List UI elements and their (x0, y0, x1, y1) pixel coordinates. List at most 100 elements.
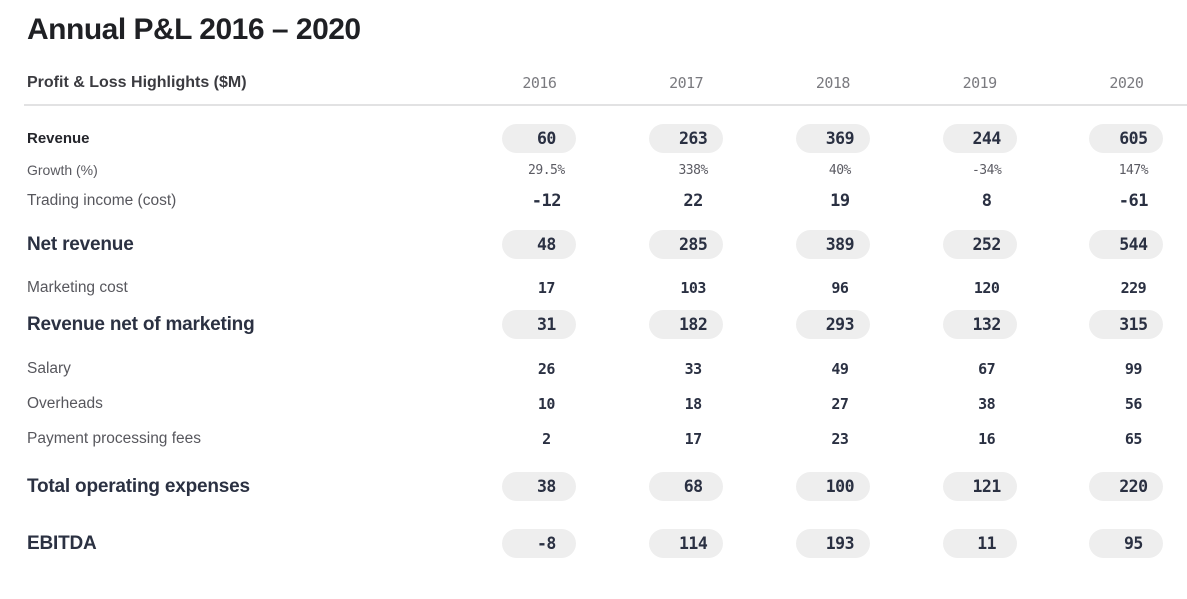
value: 99 (1124, 360, 1143, 378)
value-cell: 10 (466, 395, 613, 413)
value-cell: 67 (906, 360, 1053, 378)
row-label: Net revenue (27, 233, 134, 255)
year-header-2020: 2020 (1109, 73, 1144, 92)
value-cell: 95 (1053, 529, 1187, 558)
value: 26 (537, 360, 556, 378)
value: 17 (684, 430, 703, 448)
table-row-salary: Salary 26 33 49 67 99 (0, 360, 1187, 378)
value-cell: 544 (1053, 230, 1187, 259)
value-cell: 49 (760, 360, 907, 378)
value-pill: 95 (1089, 529, 1164, 558)
value-pill: 114 (649, 529, 724, 558)
row-label: Trading income (cost) (27, 192, 177, 209)
row-label: Overheads (27, 395, 103, 412)
row-label: Revenue (27, 130, 90, 147)
value-cell: 23 (760, 430, 907, 448)
value: -12 (531, 191, 562, 211)
value: 18 (684, 395, 703, 413)
table-row-ebitda: EBITDA -8 114 193 11 95 (0, 529, 1187, 558)
value-cell: 8 (906, 191, 1053, 211)
value-cell: 29.5% (466, 163, 613, 178)
value: 65 (1124, 430, 1143, 448)
value-cell: 31 (466, 310, 613, 339)
table-row-marketing-cost: Marketing cost 17 103 96 120 229 (0, 279, 1187, 297)
table-caption: Profit & Loss Highlights ($M) (27, 73, 247, 91)
value: 19 (830, 191, 850, 211)
value: 22 (683, 191, 703, 211)
value-cell: 244 (906, 124, 1053, 153)
value-cell: 605 (1053, 124, 1187, 153)
value: 29.5% (528, 162, 565, 178)
value-cell: 60 (466, 124, 613, 153)
year-header-2018: 2018 (815, 73, 851, 92)
value-cell: 56 (1053, 395, 1187, 413)
value: 38 (978, 395, 996, 413)
value: 229 (1120, 279, 1147, 297)
value: 96 (831, 279, 849, 297)
table-row-payment-processing-fees: Payment processing fees 2 17 23 16 65 (0, 430, 1187, 448)
table-row-net-revenue: Net revenue 48 285 389 252 544 (0, 230, 1187, 259)
value-pill: 389 (795, 230, 870, 259)
value-pill: 48 (502, 230, 577, 259)
value: 338% (678, 162, 708, 178)
page-title: Annual P&L 2016 – 2020 (27, 13, 361, 46)
value-cell: -12 (466, 191, 613, 211)
value-cell: 338% (613, 163, 760, 178)
value-cell: 22 (613, 191, 760, 211)
value-cell: 252 (906, 230, 1053, 259)
value-cell: 114 (613, 529, 760, 558)
value: 120 (973, 279, 1000, 297)
row-label: Salary (27, 360, 71, 377)
value-cell: 16 (906, 430, 1053, 448)
value-pill: 544 (1089, 230, 1164, 259)
pnl-report: Annual P&L 2016 – 2020 Profit & Loss Hig… (0, 13, 1187, 558)
table-row-overheads: Overheads 10 18 27 38 56 (0, 395, 1187, 413)
value-cell: 33 (613, 360, 760, 378)
value-cell: 120 (906, 279, 1053, 297)
value-pill: 263 (649, 124, 724, 153)
value-pill: 244 (942, 124, 1017, 153)
value-cell: 315 (1053, 310, 1187, 339)
value: 56 (1124, 395, 1143, 413)
year-header-2016: 2016 (522, 73, 557, 92)
value-pill: 182 (649, 310, 724, 339)
value: -34% (971, 162, 1002, 178)
value-cell: 19 (760, 191, 907, 211)
value-pill: 315 (1089, 310, 1164, 339)
value-cell: 182 (613, 310, 760, 339)
value: 8 (981, 191, 992, 211)
value-cell: 27 (760, 395, 907, 413)
value-cell: 40% (760, 163, 907, 178)
value-pill: -8 (502, 529, 577, 558)
value-pill: 252 (942, 230, 1017, 259)
value: 103 (680, 279, 706, 297)
value-cell: 18 (613, 395, 760, 413)
value-cell: 263 (613, 124, 760, 153)
value-cell: 293 (760, 310, 907, 339)
value-cell: 17 (613, 430, 760, 448)
value: 40% (828, 162, 851, 178)
value-cell: 193 (760, 529, 907, 558)
value: 10 (537, 395, 556, 413)
year-header-2017: 2017 (669, 73, 704, 92)
value: 16 (978, 430, 996, 448)
table-row-total-operating-expenses: Total operating expenses 38 68 100 121 2… (0, 472, 1187, 501)
value-pill: 369 (795, 124, 870, 153)
value: 33 (684, 360, 703, 378)
value-pill: 68 (649, 472, 724, 501)
value-cell: 285 (613, 230, 760, 259)
value-cell: 369 (760, 124, 907, 153)
row-label: Revenue net of marketing (27, 313, 255, 335)
value-cell: 132 (906, 310, 1053, 339)
value-pill: 220 (1089, 472, 1164, 501)
value: 147% (1118, 162, 1149, 178)
value-cell: 17 (466, 279, 613, 297)
value-cell: 103 (613, 279, 760, 297)
row-label: Marketing cost (27, 279, 128, 296)
value-pill: 121 (942, 472, 1017, 501)
value-pill: 100 (795, 472, 870, 501)
value-cell: 38 (906, 395, 1053, 413)
row-label: Growth (%) (27, 162, 98, 178)
value-pill: 11 (942, 529, 1017, 558)
value-cell: 220 (1053, 472, 1187, 501)
